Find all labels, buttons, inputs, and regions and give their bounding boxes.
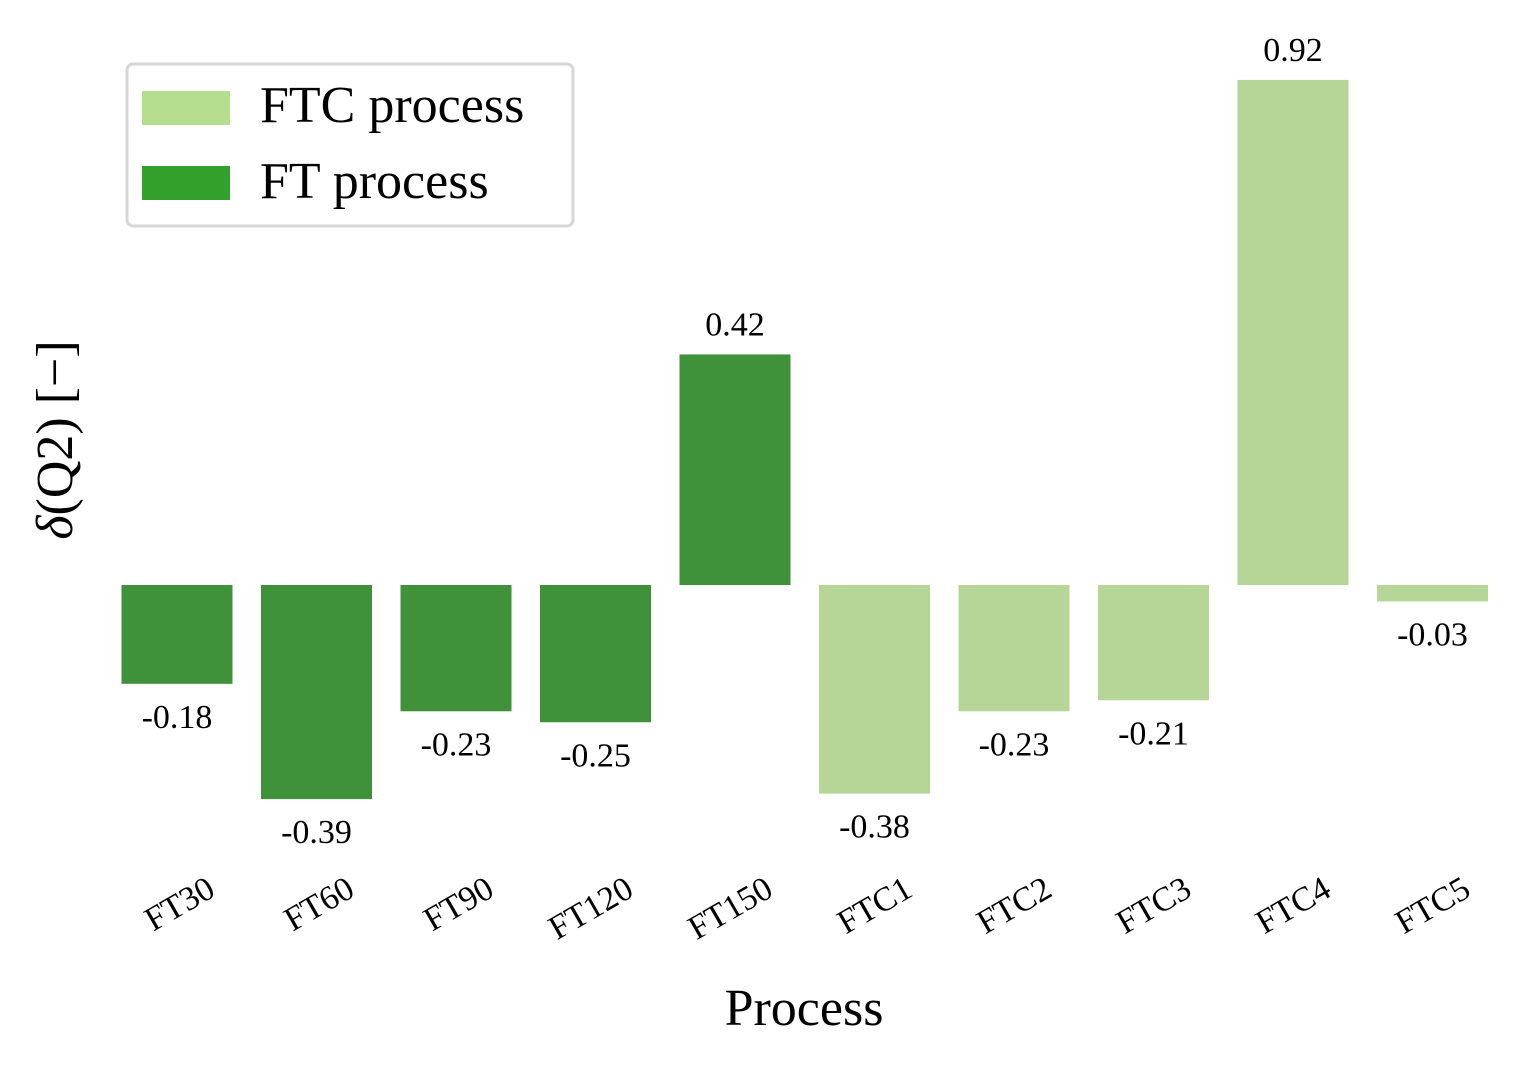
legend-frame <box>125 62 575 228</box>
x-tick-labels-group: FT30 FT60 FT90 FT120 FT150 FTC1 FTC2 FTC3 FTC4 FT… <box>139 870 1477 947</box>
value-label-ftc3: -0.21 <box>1118 715 1189 752</box>
x-tick-label-ftc1: FTC1 <box>831 870 918 942</box>
bars-group <box>121 79 1488 800</box>
value-label-ft120: -0.25 <box>560 737 631 774</box>
bar-ft90 <box>400 585 512 712</box>
value-label-ft90: -0.23 <box>421 726 492 763</box>
y-axis-label-rest: (Q2) [−] <box>27 340 84 515</box>
value-label-ftc5: -0.03 <box>1397 616 1468 653</box>
legend-swatch-ftc <box>142 91 230 125</box>
x-tick-label-ft90: FT90 <box>418 870 500 939</box>
legend-label-ft: FT process <box>260 153 489 210</box>
x-tick-label-ftc5: FTC5 <box>1389 870 1476 942</box>
bar-ftc4 <box>1237 79 1349 586</box>
bar-ftc5 <box>1377 585 1488 602</box>
value-label-ftc1: -0.38 <box>839 809 910 846</box>
bar-ftc1 <box>819 585 930 794</box>
bar-ft120 <box>540 585 651 723</box>
y-axis-label-symbol: δ <box>27 515 84 540</box>
bar-ft60 <box>261 585 372 800</box>
bar-ft150 <box>679 354 791 585</box>
bar-ftc3 <box>1098 585 1209 701</box>
x-tick-label-ft60: FT60 <box>278 870 360 939</box>
x-axis-label: Process <box>725 980 884 1037</box>
value-label-ftc4: 0.92 <box>1263 32 1323 69</box>
legend-swatch-ft <box>142 166 230 200</box>
x-tick-label-ftc4: FTC4 <box>1250 870 1337 942</box>
value-label-ft60: -0.39 <box>281 814 352 851</box>
value-label-ft30: -0.18 <box>142 699 213 736</box>
x-tick-label-ft30: FT30 <box>139 870 221 939</box>
bar-ftc2 <box>958 585 1070 712</box>
x-tick-label-ftc2: FTC2 <box>971 870 1058 942</box>
legend: FTC process FT process <box>125 62 575 228</box>
legend-label-ftc: FTC process <box>260 77 524 134</box>
x-tick-label-ftc3: FTC3 <box>1110 870 1197 942</box>
y-axis-label: δ(Q2) [−] <box>27 340 84 539</box>
bar-ft30 <box>121 585 233 684</box>
x-tick-label-ft150: FT150 <box>682 870 779 947</box>
value-label-ftc2: -0.23 <box>979 726 1050 763</box>
value-label-ft150: 0.42 <box>705 306 765 343</box>
value-labels-group: -0.18 -0.39 -0.23 -0.25 0.42 -0.38 -0.23 -0.21 0… <box>142 32 1468 851</box>
x-tick-label-ft120: FT120 <box>542 870 639 947</box>
